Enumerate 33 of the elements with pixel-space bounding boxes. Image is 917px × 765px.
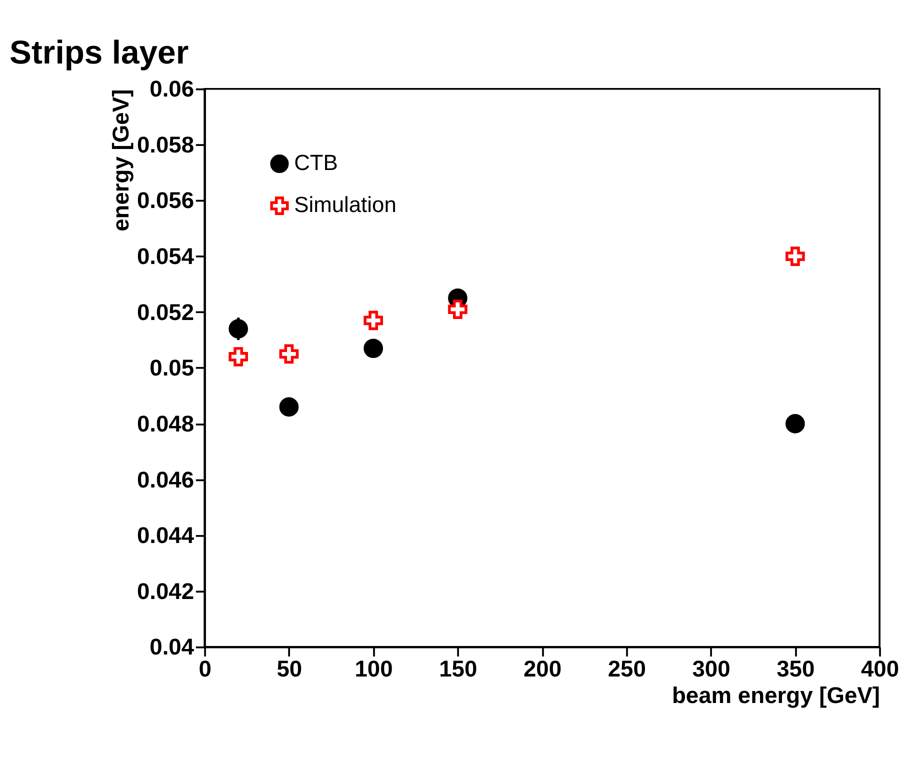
point [228,347,248,366]
point [279,344,299,364]
x-tick-label: 200 [523,656,562,682]
y-tick-label: 0.046 [136,466,194,492]
point [786,246,805,266]
y-tick-label: 0.048 [136,410,194,436]
x-tick-label: 100 [354,656,393,682]
point [448,300,468,319]
legend-label: CTB [294,150,338,176]
y-tick-label: 0.042 [136,578,194,604]
x-axis-title: beam energy [GeV] [672,682,880,708]
y-tick-label: 0.058 [136,131,194,158]
x-tick-label: 0 [198,656,212,682]
legend-label: Simulation [294,192,396,218]
point [279,397,299,417]
x-tick-label: 300 [692,656,730,682]
x-tick-label: 400 [860,656,900,682]
chart-title: Strips layer [10,33,189,70]
x-tick-label: 250 [608,656,646,682]
x-tick-label: 150 [439,656,478,682]
x-tick-label: 50 [276,656,302,682]
y-tick-label: 0.044 [136,522,194,548]
y-axis-title: energy [GeV] [108,89,134,232]
y-tick-label: 0.04 [150,634,194,660]
y-tick-label: 0.052 [136,298,194,325]
point [364,310,383,330]
x-tick-label: 350 [776,656,815,682]
point [364,338,383,358]
y-tick-label: 0.054 [136,243,194,270]
y-tick-label: 0.05 [150,354,194,381]
point [786,414,805,434]
y-tick-label: 0.06 [150,76,194,102]
y-tick-label: 0.056 [136,187,194,214]
